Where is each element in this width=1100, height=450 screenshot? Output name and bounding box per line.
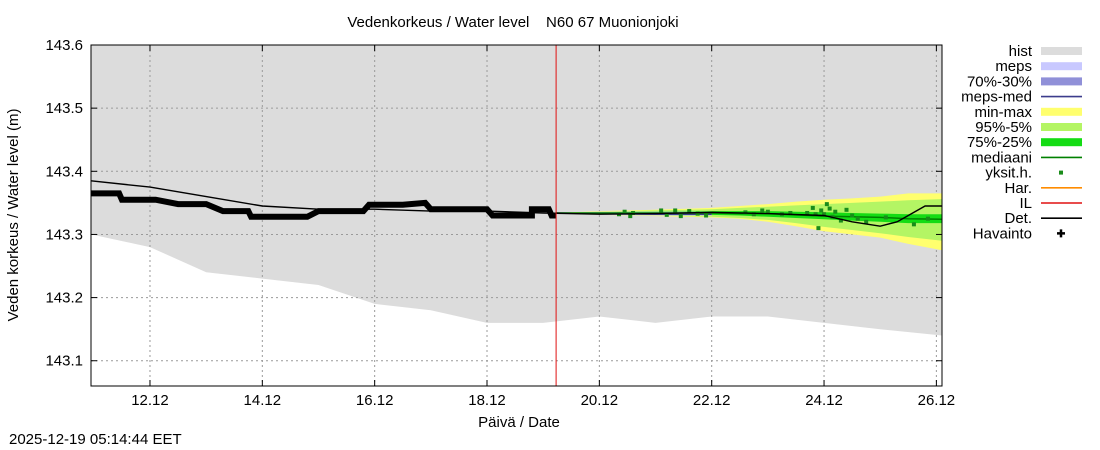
- y-tick-label: 143.2: [45, 290, 83, 307]
- legend-swatch-havainto: [1057, 229, 1065, 238]
- yksit-point: [864, 219, 869, 224]
- yksit-point: [743, 210, 748, 215]
- yksit-point: [704, 213, 709, 218]
- x-tick-label: 16.12: [356, 392, 394, 409]
- yksit-point: [659, 208, 664, 213]
- yksit-point: [850, 213, 855, 218]
- legend-label-p95_5: 95%-5%: [975, 119, 1032, 136]
- yksit-point: [765, 209, 770, 214]
- yksit-point: [819, 208, 824, 213]
- legend-swatch-meps_70_30: [1041, 77, 1082, 86]
- legend-label-meps_70_30: 70%-30%: [967, 73, 1032, 90]
- yksit-point: [911, 222, 916, 227]
- legend-swatch-min_max: [1041, 107, 1082, 116]
- timestamp: 2025-12-19 05:14:44 EET: [9, 431, 182, 448]
- x-tick-label: 12.12: [131, 392, 169, 409]
- yksit-point: [838, 218, 843, 223]
- yksit-point: [833, 209, 838, 214]
- legend-label-min_max: min-max: [974, 104, 1032, 121]
- yksit-point: [844, 207, 849, 212]
- yksit-point: [925, 216, 930, 221]
- legend-swatch-p95_5: [1041, 123, 1082, 131]
- legend-label-meps: meps: [995, 58, 1032, 75]
- yksit-point: [822, 212, 827, 217]
- yksit-point: [678, 214, 683, 219]
- chart-title: Vedenkorkeus / Water level N60 67 Muonio…: [347, 14, 678, 31]
- x-tick-label: 20.12: [581, 392, 619, 409]
- y-tick-label: 143.4: [45, 163, 83, 180]
- legend-swatch-meps: [1041, 62, 1082, 71]
- x-tick-label: 24.12: [805, 392, 843, 409]
- x-tick-label: 18.12: [468, 392, 506, 409]
- legend-label-det: Det.: [1004, 210, 1032, 227]
- y-tick-label: 143.1: [45, 353, 83, 370]
- yksit-point: [816, 226, 821, 231]
- yksit-point: [827, 206, 832, 211]
- x-axis-label: Päivä / Date: [478, 414, 560, 431]
- legend-label-meps_med: meps-med: [961, 89, 1032, 106]
- yksit-point: [751, 212, 756, 217]
- legend: histmeps70%-30%meps-medmin-max95%-5%75%-…: [961, 43, 1082, 242]
- det-line: [90, 180, 942, 227]
- yksit-point: [673, 208, 678, 213]
- legend-label-p75_25: 75%-25%: [967, 134, 1032, 151]
- x-axis: 12.12 14.12 16.12 18.12 20.12 22.12 24.12 26.12: [131, 45, 955, 409]
- legend-label-havainto: Havainto: [973, 225, 1032, 242]
- x-tick-label: 22.12: [693, 392, 731, 409]
- hist-band: [91, 45, 942, 336]
- legend-swatch-yksit: [1059, 170, 1063, 175]
- legend-label-hist: hist: [1009, 43, 1033, 60]
- legend-label-median: mediaani: [971, 149, 1032, 166]
- x-tick-label: 14.12: [244, 392, 282, 409]
- legend-label-il: IL: [1019, 195, 1032, 212]
- y-tick-label: 143.5: [45, 100, 83, 117]
- yksit-point: [813, 212, 818, 217]
- yksit-point: [695, 211, 700, 216]
- plot-frame: [90, 44, 943, 387]
- y-tick-label: 143.6: [45, 37, 83, 54]
- y-axis: 143.1 143.2 143.3 143.4 143.5 143.6: [45, 37, 942, 370]
- yksit-point: [631, 210, 636, 215]
- y-axis-label: Veden korkeus / Water level (m): [5, 109, 22, 322]
- yksit-point: [824, 202, 829, 207]
- legend-label-har: Har.: [1004, 180, 1032, 197]
- yksit-point: [788, 210, 793, 215]
- yksit-point: [805, 210, 810, 215]
- yksit-point: [883, 215, 888, 220]
- yksit-point: [810, 205, 815, 210]
- legend-label-yksit: yksit.h.: [985, 165, 1032, 182]
- yksit-point: [687, 209, 692, 214]
- plot-area: [90, 44, 943, 387]
- x-tick-label: 26.12: [918, 392, 956, 409]
- havainto-line: [91, 190, 557, 220]
- yksit-point: [628, 214, 633, 219]
- legend-swatch-p75_25: [1041, 138, 1082, 147]
- yksit-point: [760, 208, 765, 213]
- legend-swatch-hist: [1041, 47, 1082, 55]
- yksit-point: [622, 209, 627, 214]
- yksit-point: [855, 216, 860, 221]
- yksit-point: [664, 212, 669, 217]
- y-tick-label: 143.3: [45, 226, 83, 243]
